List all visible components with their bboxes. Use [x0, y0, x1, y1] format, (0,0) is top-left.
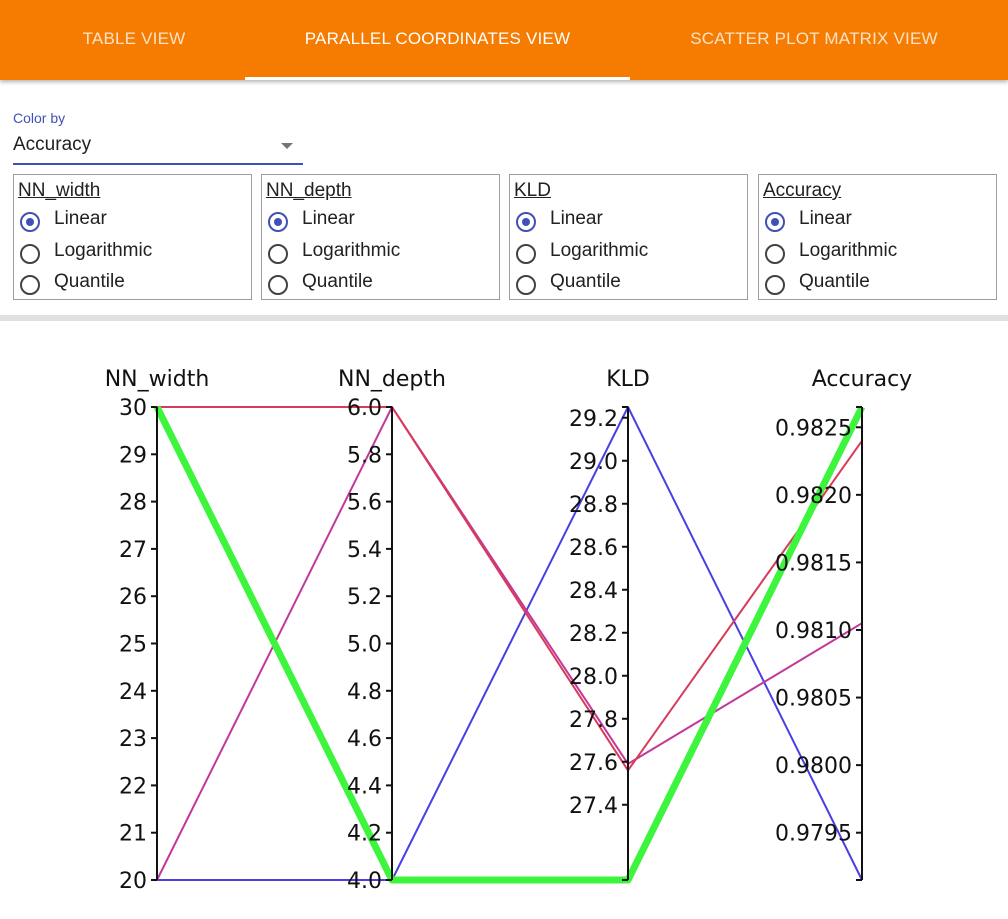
tick-label: 0.9825	[775, 416, 852, 441]
tick-label: 5.8	[347, 443, 382, 468]
tick-label: 4.8	[347, 680, 382, 705]
tick-label: 4.6	[347, 727, 382, 752]
axis-nn-width: NN_width 20 21 22 23 24 25 26 27 28 29 30	[105, 367, 210, 894]
axis-title: NN_depth	[338, 367, 446, 392]
tick-label: 29.2	[569, 407, 618, 432]
color-by-value: Accuracy	[13, 134, 92, 155]
scale-group-title: KLD	[514, 180, 551, 201]
axis-kld: KLD 27.4 27.6 27.8 28.0 28.2 28.4 28.6 28.8 29.0 2…	[569, 367, 650, 881]
scale-group-title: NN_depth	[266, 180, 352, 201]
scale-group-nn-depth: NN_depth Linear Logarithmic Quantile	[261, 174, 500, 300]
tick-label: 21	[119, 822, 147, 847]
tick-label: 28.8	[569, 493, 618, 518]
tick-label: 4.2	[347, 822, 382, 847]
dropdown-arrow-icon	[281, 143, 293, 149]
radio-unchecked-icon[interactable]	[516, 275, 536, 295]
scale-option-label: Linear	[550, 208, 603, 229]
tick-label: 27.4	[569, 794, 618, 819]
tick-label: 5.0	[347, 633, 382, 658]
tick-label: 0.9815	[775, 551, 852, 576]
color-by-label: Color by	[13, 110, 66, 126]
tick-label: 4.0	[347, 869, 382, 894]
tick-label: 5.6	[347, 491, 382, 516]
data-line-2	[157, 406, 863, 772]
scale-group-accuracy: Accuracy Linear Logarithmic Quantile	[758, 174, 997, 300]
tick-label: 0.9820	[775, 484, 852, 509]
scale-group-kld: KLD Linear Logarithmic Quantile	[509, 174, 748, 300]
tick-label: 27.6	[569, 751, 618, 776]
scale-option-label: Logarithmic	[54, 239, 153, 261]
tick-label: 26	[119, 585, 147, 610]
parallel-coordinates-chart: NN_width 20 21 22 23 24 25 26 27 28 29 30 NN_depth 4.…	[105, 367, 913, 894]
axis-accuracy: Accuracy 0.9795 0.9800 0.9805 0.9810 0.9815 0.…	[775, 367, 912, 881]
axis-title: KLD	[606, 367, 650, 392]
radio-unchecked-icon[interactable]	[516, 243, 536, 264]
tab-bar: TABLE VIEW PARALLEL COORDINATES VIEW SCA…	[0, 0, 1008, 80]
tick-label: 5.2	[347, 585, 382, 610]
tick-label: 30	[119, 396, 147, 421]
tick-label: 24	[119, 680, 147, 705]
tick-label: 0.9800	[775, 754, 852, 779]
radio-unchecked-icon[interactable]	[20, 275, 40, 295]
scale-option-label: Linear	[799, 208, 852, 229]
tick-label: 27	[119, 538, 147, 563]
data-line-3	[153, 405, 866, 884]
tick-label: 6.0	[347, 396, 382, 421]
axis-title: NN_width	[105, 367, 210, 392]
radio-checked-icon[interactable]	[20, 212, 40, 232]
scale-option-label: Logarithmic	[302, 239, 401, 261]
section-divider	[0, 315, 1008, 321]
scale-option-label: Quantile	[54, 271, 125, 292]
radio-checked-icon[interactable]	[765, 212, 785, 232]
tick-label: 4.4	[347, 774, 382, 799]
tab-parallel-coordinates-view[interactable]: PARALLEL COORDINATES VIEW	[304, 29, 571, 48]
tick-label: 29.0	[569, 450, 618, 475]
tick-label: 25	[119, 633, 147, 658]
tick-label: 28.4	[569, 579, 618, 604]
scale-option-label: Quantile	[302, 271, 373, 292]
scale-option-label: Logarithmic	[799, 239, 898, 261]
scale-option-label: Quantile	[550, 271, 621, 292]
tick-label: 28.2	[569, 622, 618, 647]
scale-group-title: Accuracy	[763, 180, 842, 201]
data-line-0	[157, 406, 863, 881]
scale-group-title: NN_width	[18, 180, 101, 201]
radio-unchecked-icon[interactable]	[268, 275, 288, 295]
radio-checked-icon[interactable]	[268, 212, 288, 232]
radio-unchecked-icon[interactable]	[765, 243, 785, 264]
scale-group-nn-width: NN_width Linear Logarithmic Quantile	[13, 174, 252, 300]
scale-option-label: Logarithmic	[550, 239, 649, 261]
radio-unchecked-icon[interactable]	[268, 243, 288, 264]
active-tab-indicator	[245, 77, 630, 80]
tick-label: 0.9795	[775, 822, 852, 847]
tab-scatter-plot-matrix-view[interactable]: SCATTER PLOT MATRIX VIEW	[690, 29, 938, 48]
scale-option-label: Linear	[54, 208, 107, 229]
scale-option-label: Linear	[302, 208, 355, 229]
color-by-select[interactable]: Accuracy	[13, 130, 303, 165]
radio-unchecked-icon[interactable]	[20, 243, 40, 264]
axis-nn-depth: NN_depth 4.0 4.2 4.4 4.6 4.8 5.0 5.2 5.4 5.6 5.8 6.…	[338, 367, 446, 894]
radio-unchecked-icon[interactable]	[765, 275, 785, 295]
tick-label: 23	[119, 727, 147, 752]
tick-label: 5.4	[347, 538, 382, 563]
radio-checked-icon[interactable]	[516, 212, 536, 232]
tick-label: 29	[119, 443, 147, 468]
tab-table-view[interactable]: TABLE VIEW	[82, 29, 186, 48]
tick-label: 28.6	[569, 536, 618, 561]
tick-label: 0.9810	[775, 619, 852, 644]
scale-option-label: Quantile	[799, 271, 870, 292]
tick-label: 28.0	[569, 665, 618, 690]
tick-label: 22	[119, 774, 147, 799]
tick-label: 27.8	[569, 708, 618, 733]
tick-label: 20	[119, 869, 147, 894]
tick-label: 28	[119, 491, 147, 516]
axis-title: Accuracy	[812, 367, 912, 392]
tick-label: 0.9805	[775, 687, 852, 712]
